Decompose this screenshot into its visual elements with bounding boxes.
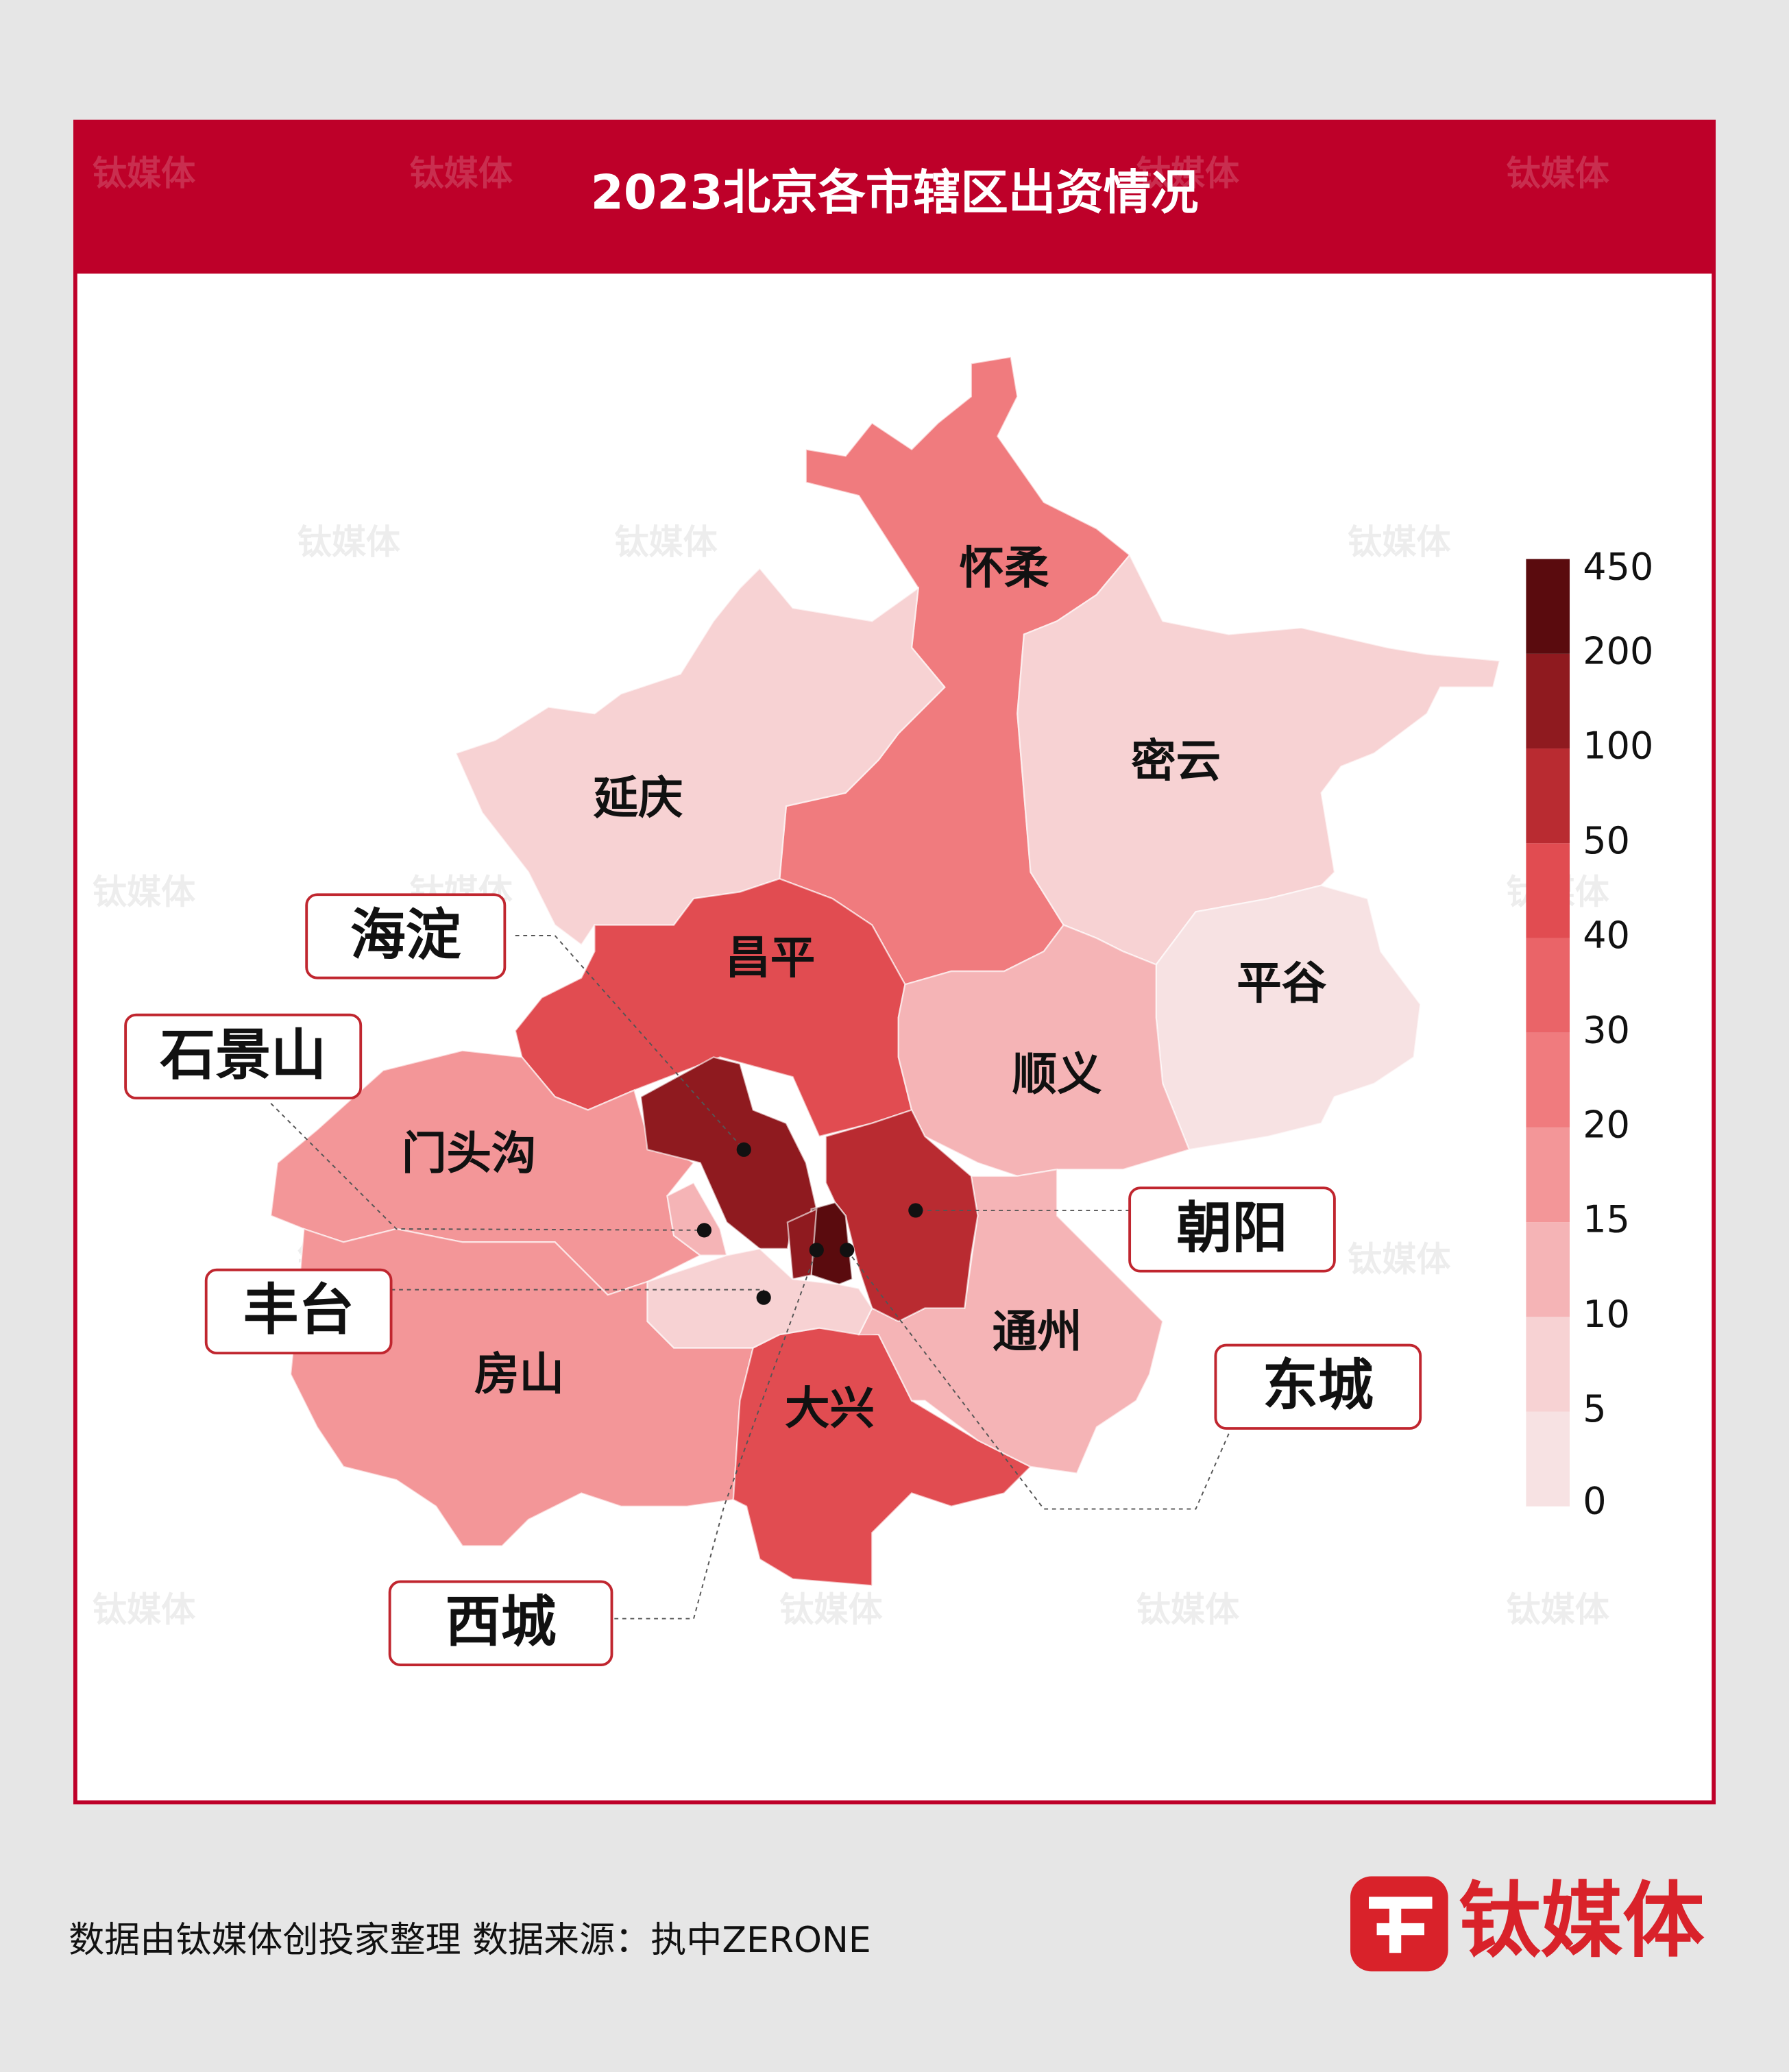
label-box (1128, 1186, 1336, 1273)
region-dot (756, 1290, 771, 1305)
leader-line (614, 1250, 818, 1620)
legend-swatch (1526, 1222, 1570, 1317)
region-label: 朝阳 (1177, 1197, 1288, 1261)
region-dot (840, 1243, 855, 1258)
leader-line (846, 1250, 1230, 1510)
region-dot (908, 1203, 923, 1218)
label-box (305, 893, 507, 979)
legend-tick-label: 0 (1583, 1480, 1606, 1523)
watermark: 钛媒体 (93, 153, 196, 193)
legend-swatch (1526, 559, 1570, 654)
watermark: 钛媒体 (1348, 1239, 1451, 1280)
region-label: 东城 (1263, 1354, 1374, 1418)
watermark: 钛媒体 (614, 522, 718, 562)
watermark: 钛媒体 (1136, 153, 1240, 193)
watermark: 钛媒体 (93, 1589, 196, 1629)
watermark: 钛媒体 (1506, 1589, 1609, 1629)
legend-tick-label: 40 (1583, 914, 1630, 957)
region (786, 1208, 818, 1280)
legend-tick-label: 200 (1583, 629, 1653, 672)
watermark: 钛媒体 (410, 153, 513, 193)
logo-text: 钛媒体 (1459, 1873, 1705, 1969)
watermark: 钛媒体 (1136, 1589, 1240, 1629)
legend-tick-label: 20 (1583, 1104, 1630, 1147)
region-label: 顺义 (1012, 1048, 1103, 1100)
region-label: 通州 (993, 1306, 1082, 1358)
leader-line (515, 935, 744, 1150)
legend-tick-label: 5 (1583, 1387, 1606, 1430)
chart-title: 2023北京各市辖区出资情况 (591, 166, 1199, 221)
region-label: 房山 (474, 1348, 564, 1400)
legend-swatch (1526, 1032, 1570, 1128)
region-label: 门头沟 (402, 1128, 537, 1180)
region (289, 1228, 755, 1547)
label-box (124, 1013, 363, 1100)
watermark: 钛媒体 (1348, 522, 1451, 562)
legend-tick-label: 50 (1583, 819, 1630, 862)
label-box (388, 1580, 613, 1666)
legend-swatch (1526, 1317, 1570, 1412)
region-label: 怀柔 (959, 542, 1049, 594)
leader-line (391, 1289, 765, 1298)
region-label: 海淀 (350, 903, 461, 968)
region-label: 大兴 (785, 1382, 875, 1435)
header-band (75, 121, 1714, 274)
legend-swatch (1526, 843, 1570, 938)
region-label: 石景山 (160, 1023, 326, 1088)
region-dot (696, 1223, 712, 1238)
region-label: 平谷 (1237, 957, 1327, 1009)
region-dot (736, 1142, 751, 1157)
legend-swatch (1526, 1411, 1570, 1507)
region-label: 昌平 (725, 932, 815, 984)
label-box (204, 1268, 393, 1355)
watermark: 钛媒体 (1506, 153, 1609, 193)
legend-tick-label: 450 (1583, 546, 1653, 589)
legend-tick-label: 15 (1583, 1198, 1630, 1241)
watermark: 钛媒体 (779, 1589, 883, 1629)
legend-tick-label: 30 (1583, 1008, 1630, 1051)
region-label: 延庆 (594, 772, 683, 824)
region-dot (809, 1243, 824, 1258)
watermark: 钛媒体 (297, 522, 401, 562)
watermark: 钛媒体 (93, 872, 196, 912)
region-label: 西城 (446, 1590, 557, 1655)
legend-swatch (1526, 653, 1570, 749)
logo-glyph (1369, 1897, 1433, 1953)
legend-swatch (1526, 938, 1570, 1033)
leader-line (270, 1103, 705, 1231)
legend-swatch (1526, 1127, 1570, 1223)
legend-tick-label: 100 (1583, 724, 1653, 768)
legend-swatch (1526, 748, 1570, 844)
region (514, 877, 913, 1138)
region-label: 密云 (1131, 735, 1221, 787)
legend-tick-label: 10 (1583, 1293, 1630, 1336)
region-label: 丰台 (243, 1278, 354, 1343)
label-box (1214, 1343, 1422, 1430)
footer-note: 数据由钛媒体创投家整理 数据来源：执中ZERONE (69, 1920, 871, 1961)
